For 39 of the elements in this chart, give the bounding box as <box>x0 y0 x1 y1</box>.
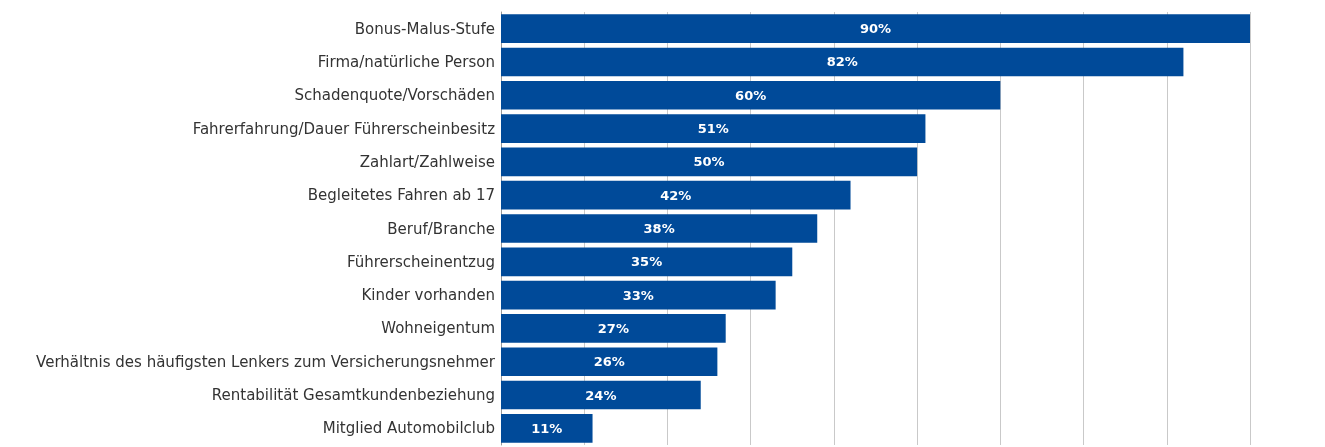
y-tick-label: Verhältnis des häufigsten Lenkers zum Versicherungsnehmer <box>36 352 496 371</box>
y-tick-label: Begleitetes Fahren ab 17 <box>307 186 495 205</box>
data-label: 50% <box>693 154 725 170</box>
y-tick-label: Mitglied Automobilclub <box>322 419 495 438</box>
data-label: 51% <box>697 121 729 137</box>
data-label: 27% <box>597 320 629 336</box>
y-tick-label: Firma/natürliche Person <box>317 52 495 71</box>
y-tick-label: Führerscheinentzug <box>346 252 495 271</box>
data-label: 42% <box>660 187 692 203</box>
y-tick-label: Fahrerfahrung/Dauer Führerscheinbesitz <box>192 119 496 138</box>
y-tick-label: Beruf/Branche <box>387 219 495 238</box>
data-label: 26% <box>593 354 625 370</box>
y-tick-label: Bonus-Malus-Stufe <box>354 19 495 38</box>
data-label: 38% <box>643 221 675 236</box>
y-tick-label: Kinder vorhanden <box>361 286 495 305</box>
bar <box>501 14 1250 43</box>
bar <box>501 247 793 277</box>
data-label: 35% <box>631 254 663 270</box>
data-label: 60% <box>735 87 767 103</box>
data-label: 11% <box>531 420 563 436</box>
data-label: 24% <box>585 387 617 403</box>
bar <box>501 280 776 310</box>
y-tick-label: Zahlart/Zahlweise <box>359 152 495 171</box>
y-tick-label: Rentabilität Gesamtkundenbeziehung <box>211 386 495 405</box>
bar <box>501 380 701 410</box>
bar <box>501 47 1184 77</box>
bar <box>501 314 726 343</box>
bar <box>501 80 1001 110</box>
bar <box>501 180 851 210</box>
bar <box>501 147 918 177</box>
bar <box>501 347 718 377</box>
data-label: 90% <box>859 21 892 37</box>
bar <box>501 214 818 243</box>
y-tick-label: Wohneigentum <box>381 319 495 338</box>
bar <box>501 114 926 143</box>
bar <box>501 414 593 443</box>
y-tick-label: Schadenquote/Vorschäden <box>294 86 495 105</box>
data-label: 33% <box>622 287 654 303</box>
data-label: 82% <box>826 54 858 70</box>
